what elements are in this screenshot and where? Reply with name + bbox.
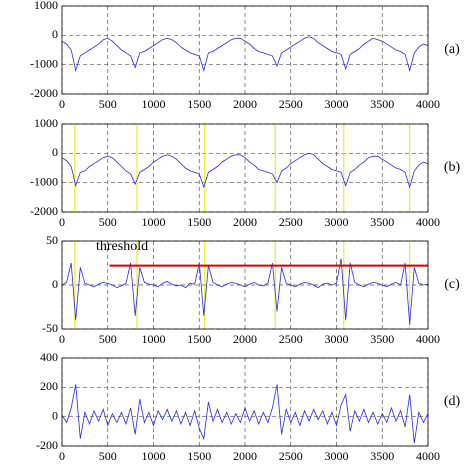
x-tick-label: 1500: [187, 97, 211, 111]
signal-line: [61, 152, 429, 189]
plot-frame: [61, 240, 429, 330]
signal-line: [61, 384, 429, 444]
x-tick-label: 1000: [142, 332, 166, 346]
x-tick-label: 3000: [325, 97, 349, 111]
y-tick-label: 50: [46, 233, 58, 247]
x-tick-label: 500: [99, 215, 117, 229]
x-tick-label: 1500: [187, 449, 211, 463]
x-tick-label: 3500: [370, 97, 394, 111]
panel-label: (d): [444, 394, 461, 409]
signal-line: [61, 36, 429, 73]
x-tick-label: 4000: [416, 215, 440, 229]
y-tick-label: -1000: [30, 174, 58, 188]
signal-line: [61, 258, 429, 325]
y-tick-label: -2000: [30, 204, 58, 218]
x-tick-label: 500: [99, 97, 117, 111]
plot-frame: [61, 357, 429, 447]
x-tick-label: 3500: [370, 449, 394, 463]
x-tick-label: 3000: [325, 215, 349, 229]
y-tick-label: 1000: [34, 0, 58, 12]
y-tick-label: 0: [52, 408, 58, 422]
panel-label: (a): [444, 42, 460, 57]
x-tick-label: 2000: [233, 449, 257, 463]
y-tick-label: 200: [40, 379, 58, 393]
x-tick-label: 2500: [279, 449, 303, 463]
x-tick-label: 1000: [142, 449, 166, 463]
x-tick-label: 0: [59, 97, 65, 111]
x-tick-label: 3500: [370, 215, 394, 229]
x-tick-label: 4000: [416, 97, 440, 111]
y-tick-label: -1000: [30, 56, 58, 70]
x-tick-label: 2000: [233, 215, 257, 229]
threshold-label: threshold: [96, 239, 148, 254]
y-tick-label: 400: [40, 350, 58, 364]
y-tick-label: 0: [52, 145, 58, 159]
panel-label: (b): [444, 160, 461, 175]
x-tick-label: 0: [59, 215, 65, 229]
plot-frame: [61, 5, 429, 95]
x-tick-label: 4000: [416, 449, 440, 463]
x-tick-label: 1500: [187, 332, 211, 346]
panel-label: (c): [444, 277, 460, 292]
y-tick-label: 0: [52, 27, 58, 41]
x-tick-label: 1000: [142, 215, 166, 229]
y-tick-label: 0: [52, 277, 58, 291]
x-tick-label: 1000: [142, 97, 166, 111]
x-tick-label: 3500: [370, 332, 394, 346]
x-tick-label: 2500: [279, 332, 303, 346]
x-tick-label: 500: [99, 332, 117, 346]
x-tick-label: 4000: [416, 332, 440, 346]
y-tick-label: -2000: [30, 86, 58, 100]
x-tick-label: 2500: [279, 97, 303, 111]
y-tick-label: -50: [42, 321, 58, 335]
x-tick-label: 3000: [325, 332, 349, 346]
x-tick-label: 2000: [233, 97, 257, 111]
x-tick-label: 0: [59, 449, 65, 463]
x-tick-label: 0: [59, 332, 65, 346]
x-tick-label: 2000: [233, 332, 257, 346]
x-tick-label: 2500: [279, 215, 303, 229]
x-tick-label: 500: [99, 449, 117, 463]
y-tick-label: -200: [36, 438, 58, 452]
x-tick-label: 3000: [325, 449, 349, 463]
y-tick-label: 1000: [34, 116, 58, 130]
x-tick-label: 1500: [187, 215, 211, 229]
plot-frame: [61, 123, 429, 213]
